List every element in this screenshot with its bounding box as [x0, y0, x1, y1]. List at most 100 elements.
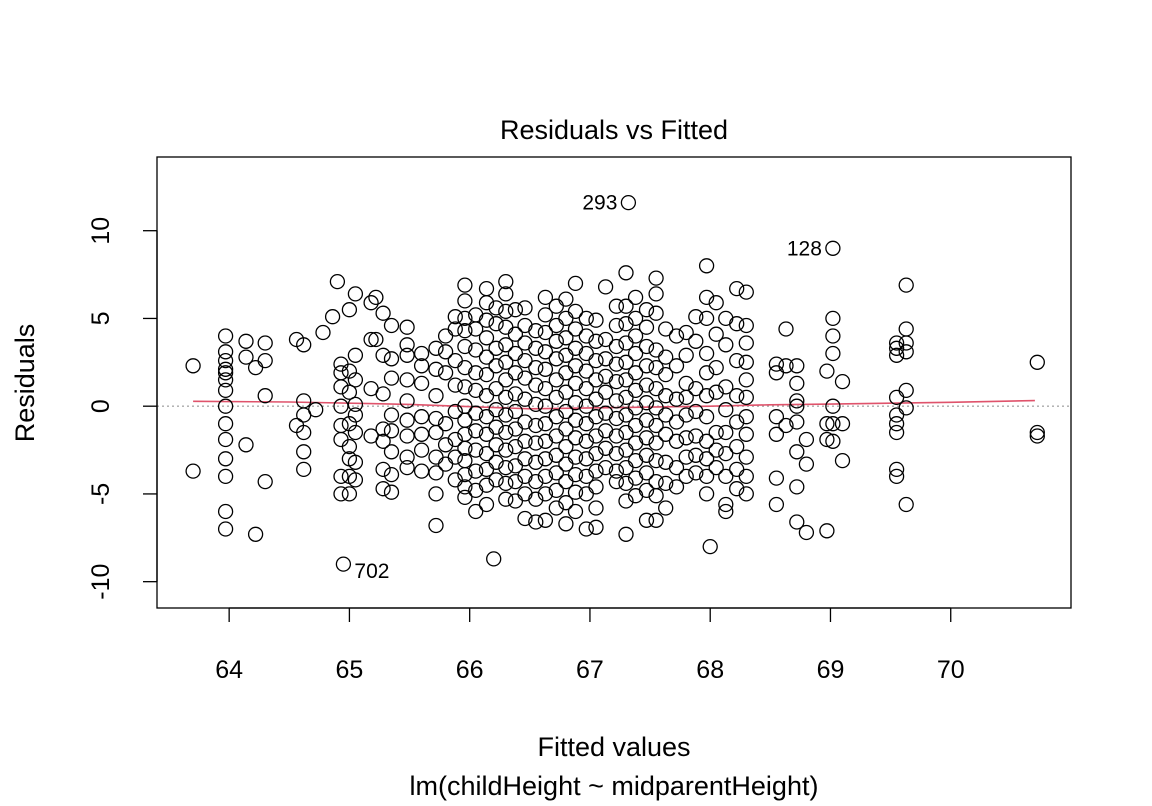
data-point [498, 354, 514, 370]
data-point [341, 486, 358, 502]
data-point [618, 493, 634, 509]
point-label-702: 702 [354, 560, 389, 583]
data-point [578, 310, 594, 327]
data-point [478, 349, 495, 365]
data-point [768, 470, 785, 486]
data-point [738, 284, 754, 300]
data-point [468, 442, 484, 458]
data-point [217, 365, 234, 381]
data-point [627, 365, 644, 381]
data-point [257, 335, 273, 351]
data-point [383, 370, 400, 386]
data-point [333, 379, 349, 395]
data-point [507, 473, 524, 490]
data-point [688, 309, 704, 325]
data-point [528, 340, 544, 356]
data-point [698, 433, 715, 449]
data-point [738, 389, 754, 406]
y-tick-label: -5 [87, 483, 115, 505]
data-point [507, 438, 524, 455]
data-point [478, 388, 495, 404]
data-point [517, 414, 533, 430]
data-point [498, 407, 514, 423]
data-point [738, 409, 754, 425]
data-point [658, 349, 674, 365]
data-point [399, 372, 415, 388]
data-point [627, 382, 644, 399]
data-point [383, 407, 400, 423]
data-point [428, 361, 444, 377]
data-point [457, 293, 473, 309]
x-axis: 64 65 66 67 68 69 70 [215, 607, 965, 684]
data-point [375, 433, 391, 449]
data-point [347, 407, 364, 423]
data-point [217, 398, 234, 414]
data-point [819, 363, 835, 379]
data-point [738, 354, 754, 370]
data-point [341, 416, 358, 432]
data-point [738, 335, 754, 351]
data-point [383, 423, 400, 439]
data-point [588, 500, 604, 516]
data-point [888, 340, 905, 356]
data-point [597, 331, 614, 348]
data-point [567, 303, 584, 320]
data-point [375, 305, 391, 321]
data-point [468, 503, 484, 520]
data-point [738, 486, 754, 502]
data-point [468, 365, 484, 381]
data-point [185, 463, 201, 479]
data-point [457, 323, 473, 339]
data-point [658, 475, 674, 492]
data-point [578, 433, 594, 449]
data-point [798, 456, 815, 472]
data-point [825, 310, 841, 327]
data-point [888, 416, 905, 432]
data-point [347, 286, 364, 302]
data-point [648, 380, 664, 397]
y-tick-label: 10 [87, 217, 115, 245]
data-point [608, 410, 625, 427]
data-point [217, 416, 234, 432]
data-point [627, 289, 644, 306]
data-point [447, 352, 463, 369]
data-point [399, 319, 415, 335]
data-point [898, 382, 914, 399]
data-point [428, 449, 444, 465]
data-point [567, 395, 584, 411]
data-point [888, 335, 905, 351]
data-point [333, 398, 349, 414]
data-point [537, 433, 554, 449]
data-point [789, 393, 805, 409]
data-point [834, 373, 851, 390]
data-point [627, 435, 644, 451]
data-point [567, 340, 584, 356]
data-point [528, 377, 544, 393]
data-point [698, 365, 715, 381]
data-point [507, 403, 524, 420]
data-point [257, 473, 273, 490]
x-tick-label: 68 [696, 656, 724, 684]
data-point [789, 514, 805, 530]
data-point [498, 319, 514, 335]
data-point [698, 451, 715, 467]
data-point [729, 352, 745, 369]
data-point [347, 424, 364, 441]
data-point [678, 389, 694, 406]
data-point [498, 389, 514, 406]
data-point [638, 482, 655, 499]
data-point [528, 454, 544, 470]
data-point [588, 333, 604, 349]
data-point [413, 358, 430, 374]
data-point [558, 438, 574, 455]
data-point [578, 380, 594, 397]
data-point [648, 452, 664, 469]
data-point [888, 424, 905, 441]
data-point [668, 328, 685, 344]
data-point [678, 347, 694, 363]
data-point [825, 433, 841, 449]
data-point [498, 303, 514, 320]
data-point [702, 538, 718, 555]
data-point [428, 517, 444, 534]
data-point [447, 403, 463, 420]
